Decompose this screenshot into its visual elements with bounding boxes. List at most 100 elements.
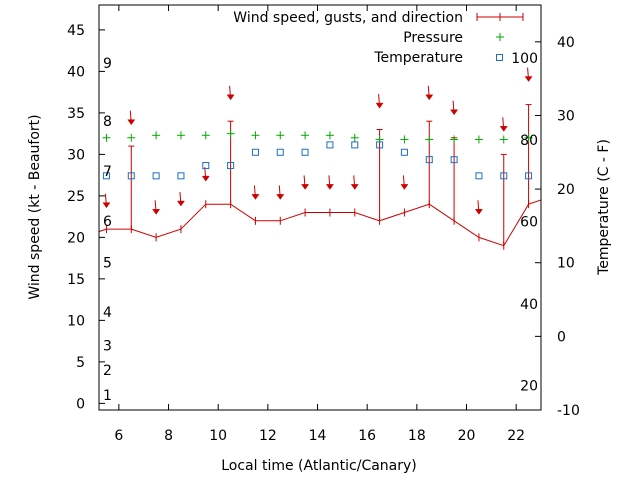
wind-arrow-head	[350, 184, 359, 190]
y2-tick-label: 20	[557, 182, 575, 198]
pressure-point	[474, 135, 483, 144]
temperature-point	[400, 148, 408, 156]
pressure-point	[524, 133, 533, 142]
wind-arrow-head	[276, 194, 285, 200]
y-tick-label: 15	[67, 272, 85, 288]
wind-arrow-head	[400, 184, 409, 190]
pressure-point	[350, 133, 359, 142]
temperature-point	[152, 172, 160, 180]
beaufort-label: 9	[103, 56, 112, 72]
temperature-point	[127, 172, 135, 180]
pressure-point	[102, 133, 111, 142]
beaufort-label: 3	[103, 338, 112, 354]
y-tick-label: 10	[67, 313, 85, 329]
x-tick-label: 20	[458, 428, 476, 444]
wind-direction-arrow	[325, 175, 334, 190]
wind-direction-arrow	[524, 67, 533, 82]
beaufort-label: 5	[103, 255, 112, 271]
wind-direction-arrow	[474, 200, 483, 215]
pressure-point	[301, 131, 310, 140]
y-tick-label: 45	[67, 23, 85, 39]
fahrenheit-label: 20	[520, 379, 538, 395]
wind-arrow-head	[499, 126, 508, 132]
x-tick-label: 6	[114, 428, 123, 444]
y-tick-label: 25	[67, 189, 85, 205]
x-axis-title: Local time (Atlantic/Canary)	[221, 458, 417, 474]
y2-tick-label: 30	[557, 108, 575, 124]
wind-arrow-head	[152, 209, 161, 215]
temperature-point	[227, 162, 235, 170]
pressure-point	[251, 131, 260, 140]
y2-tick-label: 10	[557, 256, 575, 272]
temperature-point	[425, 156, 433, 164]
wind-arrow-head	[450, 109, 459, 116]
y-tick-label: 35	[67, 106, 85, 122]
plot-frame	[98, 4, 542, 411]
y-tick-label: 0	[76, 396, 85, 412]
wind-direction-arrow	[499, 117, 508, 132]
temperature-point	[525, 172, 533, 180]
temperature-point	[326, 141, 334, 149]
pressure-point	[226, 129, 235, 138]
legend-label-wind: Wind speed, gusts, and direction	[233, 10, 463, 26]
wind-arrow-head	[425, 94, 434, 101]
wind-arrow-head	[474, 209, 483, 215]
wind-arrow-head	[127, 119, 136, 126]
wind-direction-arrow	[152, 200, 161, 215]
legend-marker-temperature	[496, 54, 503, 61]
beaufort-label: 2	[103, 363, 112, 379]
y-tick-label: 30	[67, 147, 85, 163]
plot-area	[99, 67, 541, 250]
temperature-point	[450, 156, 458, 164]
x-tick-label: 14	[309, 428, 327, 444]
y-tick-label: 20	[67, 230, 85, 246]
legend-marker-pressure	[496, 33, 504, 41]
fahrenheit-label: 60	[520, 214, 538, 230]
wind-arrow-head	[375, 102, 384, 109]
wind-arrow-head	[251, 194, 260, 200]
y2-axis-title: Temperature (C - F)	[596, 139, 612, 276]
y2-tick-label: 40	[557, 35, 575, 51]
pressure-point	[400, 135, 409, 144]
x-tick-label: 8	[164, 428, 173, 444]
beaufort-label: 4	[103, 305, 112, 321]
beaufort-label: 7	[103, 164, 112, 180]
wind-direction-arrow	[201, 167, 210, 182]
fahrenheit-label: 80	[520, 133, 538, 149]
temperature-point	[351, 141, 359, 149]
wind-direction-arrow	[425, 85, 434, 101]
temperature-point	[276, 148, 284, 156]
wind-arrow-head	[102, 202, 111, 209]
temperature-point	[376, 141, 384, 149]
pressure-point	[499, 135, 508, 144]
pressure-point	[201, 131, 210, 140]
pressure-point	[127, 133, 136, 142]
wind-arrow-head	[524, 76, 533, 82]
wind-direction-arrow	[102, 193, 111, 209]
wind-direction-arrow	[251, 185, 260, 200]
temperature-point	[102, 172, 110, 180]
wind-speed-line	[99, 199, 541, 247]
wind-arrow-head	[301, 184, 310, 190]
legend: Wind speed, gusts, and direction Pressur…	[233, 10, 524, 66]
y2-tick-label: 0	[557, 329, 566, 345]
temperature-point	[475, 172, 483, 180]
wind-direction-arrow	[276, 185, 285, 200]
pressure-point	[325, 131, 334, 140]
wind-direction-arrow	[301, 175, 310, 190]
pressure-point	[425, 135, 434, 144]
y-axis-title: Wind speed (kt - Beaufort)	[27, 114, 43, 299]
legend-label-temperature: Temperature	[373, 50, 463, 66]
temperature-point	[301, 148, 309, 156]
pressure-point	[176, 131, 185, 140]
x-tick-label: 22	[507, 428, 525, 444]
wind-arrow-head	[201, 175, 210, 182]
y-tick-label: 40	[67, 64, 85, 80]
fahrenheit-label: 100	[511, 51, 538, 67]
x-tick-label: 10	[209, 428, 227, 444]
legend-label-pressure: Pressure	[403, 30, 463, 46]
temperature-point	[251, 148, 259, 156]
y2-tick-label: -10	[557, 403, 580, 419]
x-tick-label: 18	[408, 428, 426, 444]
